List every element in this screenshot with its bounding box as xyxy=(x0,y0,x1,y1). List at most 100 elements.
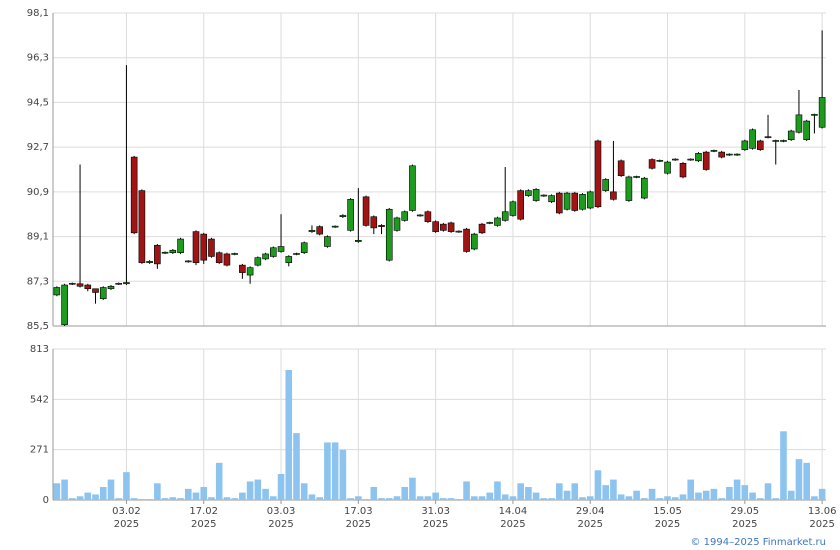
candle-body xyxy=(61,284,68,326)
candle-body xyxy=(99,287,107,299)
volume-bar xyxy=(470,496,478,500)
candle-body xyxy=(617,160,625,177)
volume-bar xyxy=(154,483,161,500)
candle-body xyxy=(501,211,509,221)
volume-bar xyxy=(324,442,331,500)
volume-bar xyxy=(540,498,548,500)
candle-body xyxy=(641,177,648,199)
x-tick-label-year: 2025 xyxy=(114,519,139,530)
volume-bar xyxy=(107,479,115,500)
volume-bar xyxy=(61,479,68,500)
volume-bar xyxy=(385,498,393,500)
candle-body xyxy=(92,288,99,293)
volume-bar xyxy=(424,496,432,500)
volume-bar xyxy=(184,488,192,500)
volume-bar xyxy=(687,479,695,500)
volume-bar xyxy=(525,486,532,500)
volume-bar xyxy=(231,498,238,500)
volume-bar xyxy=(239,492,246,500)
candle-body xyxy=(409,165,416,211)
volume-bar xyxy=(416,496,424,500)
candle-body xyxy=(594,140,602,208)
candle-body xyxy=(308,230,316,232)
volume-bar xyxy=(99,486,107,500)
candle-body xyxy=(277,246,285,252)
candle-body xyxy=(362,196,370,226)
candle-body xyxy=(239,264,246,273)
volume-bar xyxy=(579,497,586,500)
volume-bar xyxy=(664,496,671,500)
x-tick-label-year: 2025 xyxy=(732,519,757,530)
volume-bar xyxy=(586,496,594,500)
volume-bar xyxy=(393,496,401,500)
volume-bar xyxy=(741,485,749,500)
volume-bar xyxy=(641,498,648,500)
volume-bar xyxy=(339,449,347,500)
volume-bar xyxy=(293,433,300,500)
candle-body xyxy=(532,189,540,201)
candle-body xyxy=(385,208,393,261)
volume-bar xyxy=(695,492,702,500)
candle-body xyxy=(293,253,300,255)
volume-bar xyxy=(718,498,725,500)
x-tick-label-year: 2025 xyxy=(655,519,680,530)
volume-bar xyxy=(710,488,718,500)
candle-body xyxy=(818,97,826,128)
candle-body xyxy=(795,114,803,133)
candle-body xyxy=(671,158,679,161)
candle-body xyxy=(749,129,756,149)
volume-bar xyxy=(733,479,741,500)
volume-bar xyxy=(702,490,710,500)
volume-bar xyxy=(772,498,780,500)
y-tick-label: 813 xyxy=(30,344,49,355)
volume-bar xyxy=(223,497,231,500)
candle-body xyxy=(586,191,594,209)
volume-bar xyxy=(602,485,609,500)
candle-body xyxy=(811,114,818,116)
y-tick-label: 92,7 xyxy=(27,142,49,153)
candle-body xyxy=(200,233,208,261)
candle-body xyxy=(355,239,362,242)
x-tick-label: 15.05 xyxy=(653,506,682,517)
candle-body xyxy=(347,199,354,231)
volume-bar xyxy=(355,496,362,500)
candle-body xyxy=(370,216,378,229)
candle-body xyxy=(787,130,795,140)
candle-body xyxy=(702,151,710,170)
candle-body xyxy=(393,217,401,231)
candle-body xyxy=(664,161,671,174)
candle-body xyxy=(401,211,409,221)
volume-bar xyxy=(780,431,787,500)
x-tick-label-year: 2025 xyxy=(346,519,371,530)
candle-body xyxy=(215,252,223,263)
candle-body xyxy=(470,233,478,250)
candle-body xyxy=(540,194,548,197)
candle-body xyxy=(169,249,177,254)
candle-body xyxy=(339,215,347,217)
x-tick-label: 03.03 xyxy=(267,506,296,517)
x-tick-label-year: 2025 xyxy=(500,519,525,530)
candle-body xyxy=(478,223,486,234)
volume-bar xyxy=(401,486,409,500)
volume-bar xyxy=(262,488,269,500)
volume-bar xyxy=(648,488,656,500)
volume-bar xyxy=(69,498,76,500)
candle-body xyxy=(525,190,532,196)
y-tick-label: 94,5 xyxy=(27,97,49,108)
candle-body xyxy=(246,267,254,276)
y-tick-label: 90,9 xyxy=(27,187,49,198)
candle-body xyxy=(115,282,123,285)
volume-bar xyxy=(347,498,354,500)
x-tick-label: 17.03 xyxy=(344,506,373,517)
candle-body xyxy=(764,136,772,139)
y-tick-label: 0 xyxy=(43,495,49,506)
candle-body xyxy=(548,195,555,203)
x-tick-label: 29.04 xyxy=(576,506,605,517)
candle-body xyxy=(331,225,339,228)
volume-bar xyxy=(532,492,540,500)
x-tick-label-year: 2025 xyxy=(809,519,834,530)
volume-bar xyxy=(270,496,277,500)
candle-body xyxy=(517,190,524,220)
candle-body xyxy=(656,160,664,162)
